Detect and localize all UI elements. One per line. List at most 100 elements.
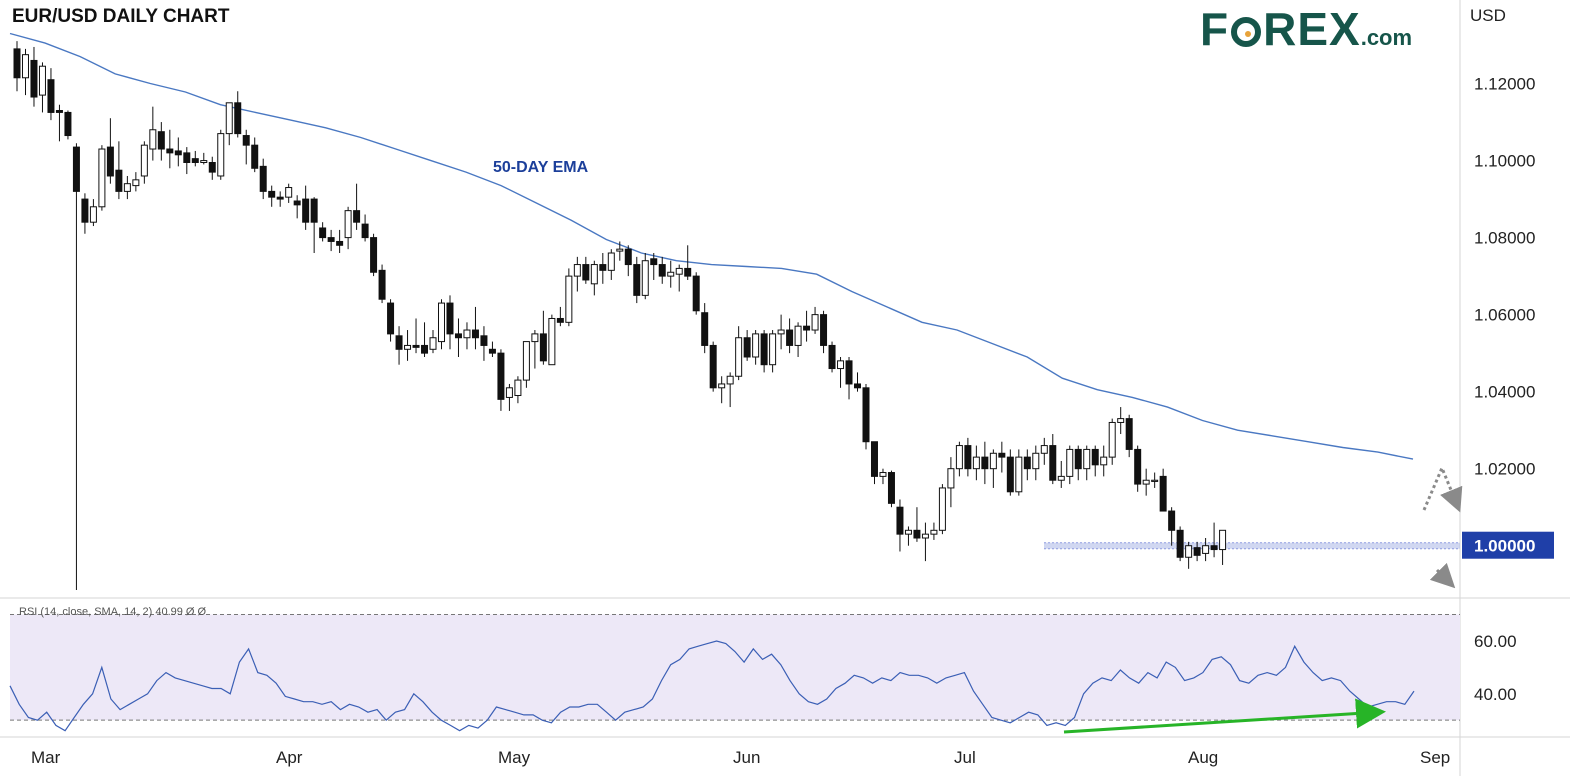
candle-body — [641, 260, 649, 296]
candle-body — [208, 162, 216, 173]
candle-body — [353, 210, 361, 223]
candle — [361, 214, 369, 242]
candle-body — [887, 472, 895, 504]
candle-body — [505, 387, 513, 398]
candle — [726, 372, 734, 408]
candle-body — [1193, 547, 1201, 556]
candle-body — [1015, 456, 1023, 493]
candle — [242, 129, 250, 165]
candle — [1159, 468, 1167, 512]
candle — [854, 372, 862, 392]
candle — [811, 306, 819, 334]
candle — [387, 299, 395, 342]
candle — [582, 256, 590, 284]
candle — [837, 356, 845, 388]
candle-body — [81, 198, 89, 223]
candle — [624, 245, 632, 277]
candle — [641, 253, 649, 300]
candle-body — [556, 317, 564, 323]
candle — [1117, 407, 1125, 435]
candle — [1023, 449, 1031, 481]
candle-body — [166, 148, 174, 154]
candle — [1168, 507, 1176, 546]
candle — [828, 341, 836, 373]
candle — [684, 245, 692, 280]
candle-body — [684, 267, 692, 277]
candle-body — [582, 264, 590, 281]
candle-body — [1032, 452, 1040, 470]
candle — [463, 322, 471, 350]
candle-body — [718, 383, 726, 389]
ema-label: 50-DAY EMA — [493, 159, 589, 176]
candle — [921, 522, 929, 562]
candle-body — [1100, 456, 1108, 466]
candle-body — [964, 445, 972, 470]
candle-body — [1108, 421, 1116, 458]
candle — [251, 137, 259, 173]
candle-body — [302, 198, 310, 223]
candle-body — [565, 275, 573, 323]
candle-body — [1125, 418, 1133, 450]
candle-body — [820, 314, 828, 346]
candle — [123, 175, 131, 200]
candle-body — [106, 146, 114, 177]
divergence-arrow — [1063, 698, 1386, 734]
candle — [174, 137, 182, 167]
candle — [862, 383, 870, 450]
candle-body — [828, 344, 836, 370]
candle — [1083, 445, 1091, 481]
candle-body — [1151, 479, 1159, 482]
candle-body — [268, 190, 276, 198]
candle — [412, 318, 420, 354]
candle-body — [251, 144, 259, 169]
candle — [208, 156, 216, 180]
candle — [514, 376, 522, 404]
candle-body — [921, 533, 929, 539]
candle-body — [1202, 545, 1210, 554]
candle-body — [1134, 448, 1142, 485]
candle-body — [854, 383, 862, 389]
candle — [743, 330, 751, 361]
candle — [522, 341, 530, 388]
candle — [709, 341, 717, 392]
candle-body — [938, 487, 946, 531]
candle-body — [904, 529, 912, 535]
candle — [718, 376, 726, 404]
candle — [760, 330, 768, 373]
candle — [539, 310, 547, 365]
candle — [930, 522, 938, 540]
candle — [497, 349, 505, 411]
time-tick-label: May — [498, 748, 531, 767]
candle-body — [998, 452, 1006, 458]
candle — [803, 310, 811, 342]
candle — [1091, 445, 1099, 477]
candle — [820, 310, 828, 354]
candle-body — [1185, 545, 1193, 558]
candle-body — [429, 337, 437, 350]
candle-body — [225, 102, 233, 135]
candle — [658, 256, 666, 284]
candle-body — [811, 314, 819, 331]
candle — [964, 437, 972, 477]
candle-body — [1057, 475, 1065, 481]
forex-logo[interactable]: F REX.com — [1200, 2, 1412, 56]
candle — [310, 197, 318, 254]
candle — [336, 229, 344, 254]
candle — [191, 150, 199, 167]
candle — [794, 322, 802, 357]
candle — [55, 104, 63, 142]
candle-body — [879, 472, 887, 477]
candle-body — [972, 456, 980, 470]
candle — [234, 91, 242, 138]
candle-body — [38, 65, 46, 96]
time-tick-label: Jun — [733, 748, 760, 767]
candle — [98, 145, 106, 211]
candle-body — [463, 329, 471, 339]
price-tick-label: 1.12000 — [1474, 75, 1535, 94]
candle — [149, 106, 157, 161]
candle-body — [242, 135, 250, 146]
candle-body — [395, 335, 403, 350]
price-tick-label: 1.06000 — [1474, 306, 1535, 325]
candle — [607, 249, 615, 280]
candle-body — [183, 152, 191, 164]
